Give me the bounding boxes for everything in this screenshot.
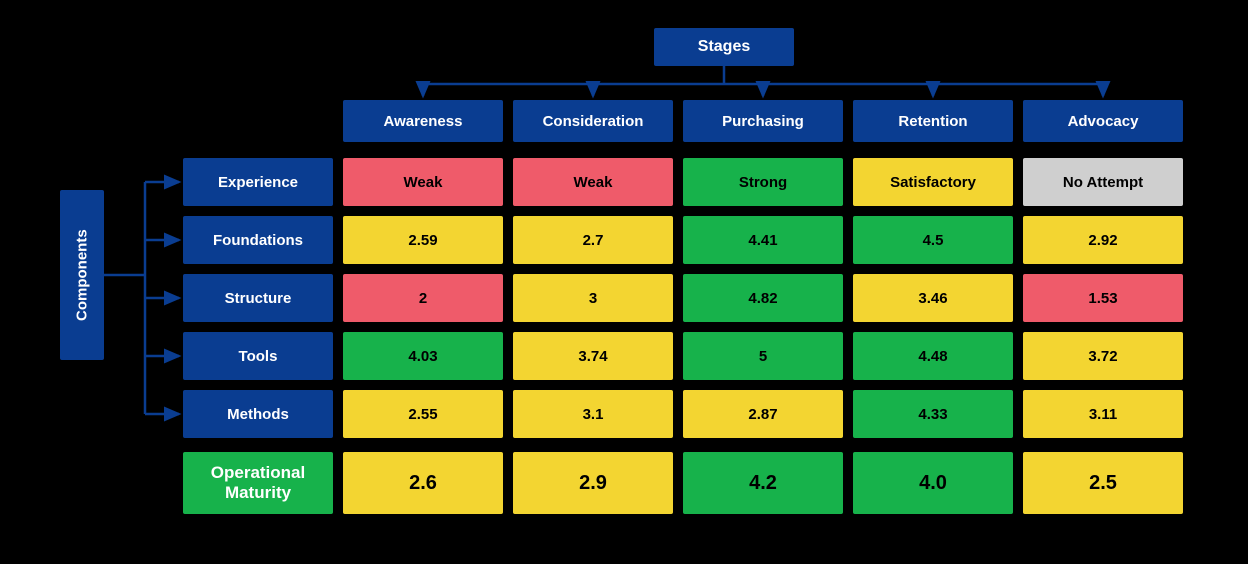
row-label-foundations: Foundations <box>183 216 333 264</box>
stage-header-retention: Retention <box>853 100 1013 142</box>
cell-methods-advocacy: 3.11 <box>1023 390 1183 438</box>
operational-maturity-retention: 4.0 <box>853 452 1013 514</box>
cell-tools-purchasing: 5 <box>683 332 843 380</box>
row-label-structure: Structure <box>183 274 333 322</box>
cell-foundations-retention: 4.5 <box>853 216 1013 264</box>
stage-header-purchasing: Purchasing <box>683 100 843 142</box>
cell-methods-retention: 4.33 <box>853 390 1013 438</box>
cell-tools-awareness: 4.03 <box>343 332 503 380</box>
cell-structure-advocacy: 1.53 <box>1023 274 1183 322</box>
stage-header-consideration: Consideration <box>513 100 673 142</box>
cell-foundations-purchasing: 4.41 <box>683 216 843 264</box>
cell-methods-consideration: 3.1 <box>513 390 673 438</box>
cell-tools-advocacy: 3.72 <box>1023 332 1183 380</box>
cell-structure-consideration: 3 <box>513 274 673 322</box>
cell-methods-purchasing: 2.87 <box>683 390 843 438</box>
cell-experience-purchasing: Strong <box>683 158 843 206</box>
cell-tools-retention: 4.48 <box>853 332 1013 380</box>
row-label-experience: Experience <box>183 158 333 206</box>
cell-experience-consideration: Weak <box>513 158 673 206</box>
operational-maturity-consideration: 2.9 <box>513 452 673 514</box>
cell-structure-awareness: 2 <box>343 274 503 322</box>
operational-maturity-awareness: 2.6 <box>343 452 503 514</box>
cell-structure-purchasing: 4.82 <box>683 274 843 322</box>
components-axis-label: Components <box>60 190 104 360</box>
cell-foundations-consideration: 2.7 <box>513 216 673 264</box>
operational-maturity-label: OperationalMaturity <box>183 452 333 514</box>
cell-foundations-awareness: 2.59 <box>343 216 503 264</box>
cell-methods-awareness: 2.55 <box>343 390 503 438</box>
cell-experience-awareness: Weak <box>343 158 503 206</box>
cell-experience-advocacy: No Attempt <box>1023 158 1183 206</box>
stage-header-advocacy: Advocacy <box>1023 100 1183 142</box>
stage-header-awareness: Awareness <box>343 100 503 142</box>
row-label-methods: Methods <box>183 390 333 438</box>
cell-foundations-advocacy: 2.92 <box>1023 216 1183 264</box>
operational-maturity-advocacy: 2.5 <box>1023 452 1183 514</box>
cell-tools-consideration: 3.74 <box>513 332 673 380</box>
cell-structure-retention: 3.46 <box>853 274 1013 322</box>
stages-axis-label: Stages <box>654 28 794 66</box>
cell-experience-retention: Satisfactory <box>853 158 1013 206</box>
row-label-tools: Tools <box>183 332 333 380</box>
operational-maturity-purchasing: 4.2 <box>683 452 843 514</box>
